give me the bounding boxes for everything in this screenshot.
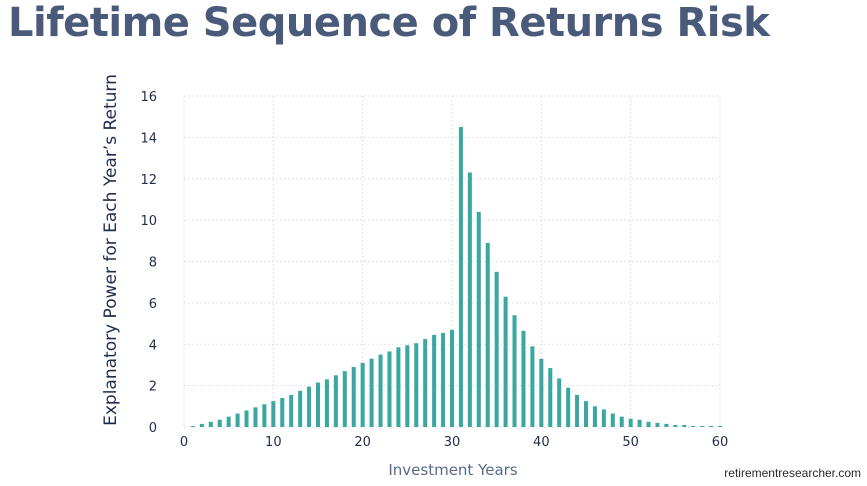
x-tick-label: 60: [712, 435, 729, 450]
bar: [226, 416, 231, 427]
y-tick-label: 10: [140, 214, 157, 229]
bar: [199, 423, 204, 427]
bar: [628, 418, 633, 427]
bars: [190, 127, 723, 427]
bar: [235, 413, 240, 427]
x-tick-label: 40: [533, 435, 550, 450]
bar: [530, 346, 535, 427]
bar: [280, 398, 285, 427]
bar: [503, 296, 508, 427]
bar: [467, 172, 472, 427]
bar: [298, 390, 303, 427]
bar: [369, 358, 374, 427]
bar: [583, 401, 589, 427]
bar: [378, 354, 383, 427]
bar: [709, 425, 714, 427]
bar: [566, 387, 571, 427]
x-tick-label: 0: [180, 435, 188, 450]
bar: [271, 401, 276, 427]
source-credit: retirementresearcher.com: [724, 466, 861, 480]
bar: [458, 127, 463, 427]
bar: [324, 379, 329, 427]
bar: [557, 378, 562, 427]
y-tick-label: 4: [149, 338, 157, 353]
y-tick-labels: 0 2 4 6 8 10 12 14 16: [140, 90, 157, 436]
bar: [333, 375, 338, 427]
x-tick-label: 10: [265, 435, 282, 450]
bar: [610, 413, 615, 427]
bar: [441, 332, 446, 427]
bar: [253, 407, 258, 427]
bar: [307, 386, 312, 427]
bar: [387, 351, 392, 427]
bar: [637, 419, 642, 427]
y-tick-label: 12: [140, 173, 157, 188]
bar: [521, 330, 526, 427]
bar: [646, 421, 651, 427]
bar: [208, 421, 213, 427]
bar: [485, 242, 490, 427]
bar: [655, 422, 660, 427]
x-tick-label: 20: [354, 435, 371, 450]
bar: [414, 343, 419, 427]
y-tick-label: 14: [140, 131, 157, 146]
bar: [476, 211, 481, 427]
bar: [664, 423, 669, 427]
y-axis-label: Explanatory Power for Each Year’s Return: [101, 74, 121, 426]
bar: [548, 368, 553, 427]
bar: [494, 271, 499, 427]
bar: [575, 394, 580, 427]
bar: [262, 404, 267, 427]
bar: [289, 394, 294, 427]
bar: [449, 329, 455, 427]
bar: [601, 409, 606, 427]
y-tick-label: 0: [149, 421, 157, 436]
bar: [244, 410, 249, 427]
y-tick-label: 2: [149, 380, 157, 395]
bar: [673, 424, 678, 427]
bar: [592, 406, 597, 427]
x-axis-label: Investment Years: [388, 461, 517, 479]
y-tick-label: 8: [149, 256, 157, 271]
bar: [691, 425, 696, 427]
bar: [717, 425, 723, 427]
y-tick-label: 16: [140, 90, 157, 105]
bar: [217, 419, 222, 427]
bar: [342, 371, 347, 427]
bar: [512, 315, 517, 427]
x-tick-label: 30: [444, 435, 461, 450]
y-tick-label: 6: [149, 297, 157, 312]
x-tick-label: 50: [622, 435, 639, 450]
bar: [405, 345, 410, 427]
bar: [423, 339, 428, 427]
bar: [619, 416, 624, 427]
slide-title: Lifetime Sequence of Returns Risk: [8, 0, 770, 46]
bar: [432, 334, 437, 427]
x-tick-labels: 0 10 20 30 40 50 60: [180, 435, 728, 450]
bar: [190, 425, 195, 427]
bar: [682, 424, 687, 427]
bar: [351, 367, 356, 427]
bar: [539, 358, 544, 427]
bar: [396, 347, 401, 427]
bar: [315, 382, 321, 427]
bar: [700, 425, 705, 427]
bar: [360, 362, 365, 427]
